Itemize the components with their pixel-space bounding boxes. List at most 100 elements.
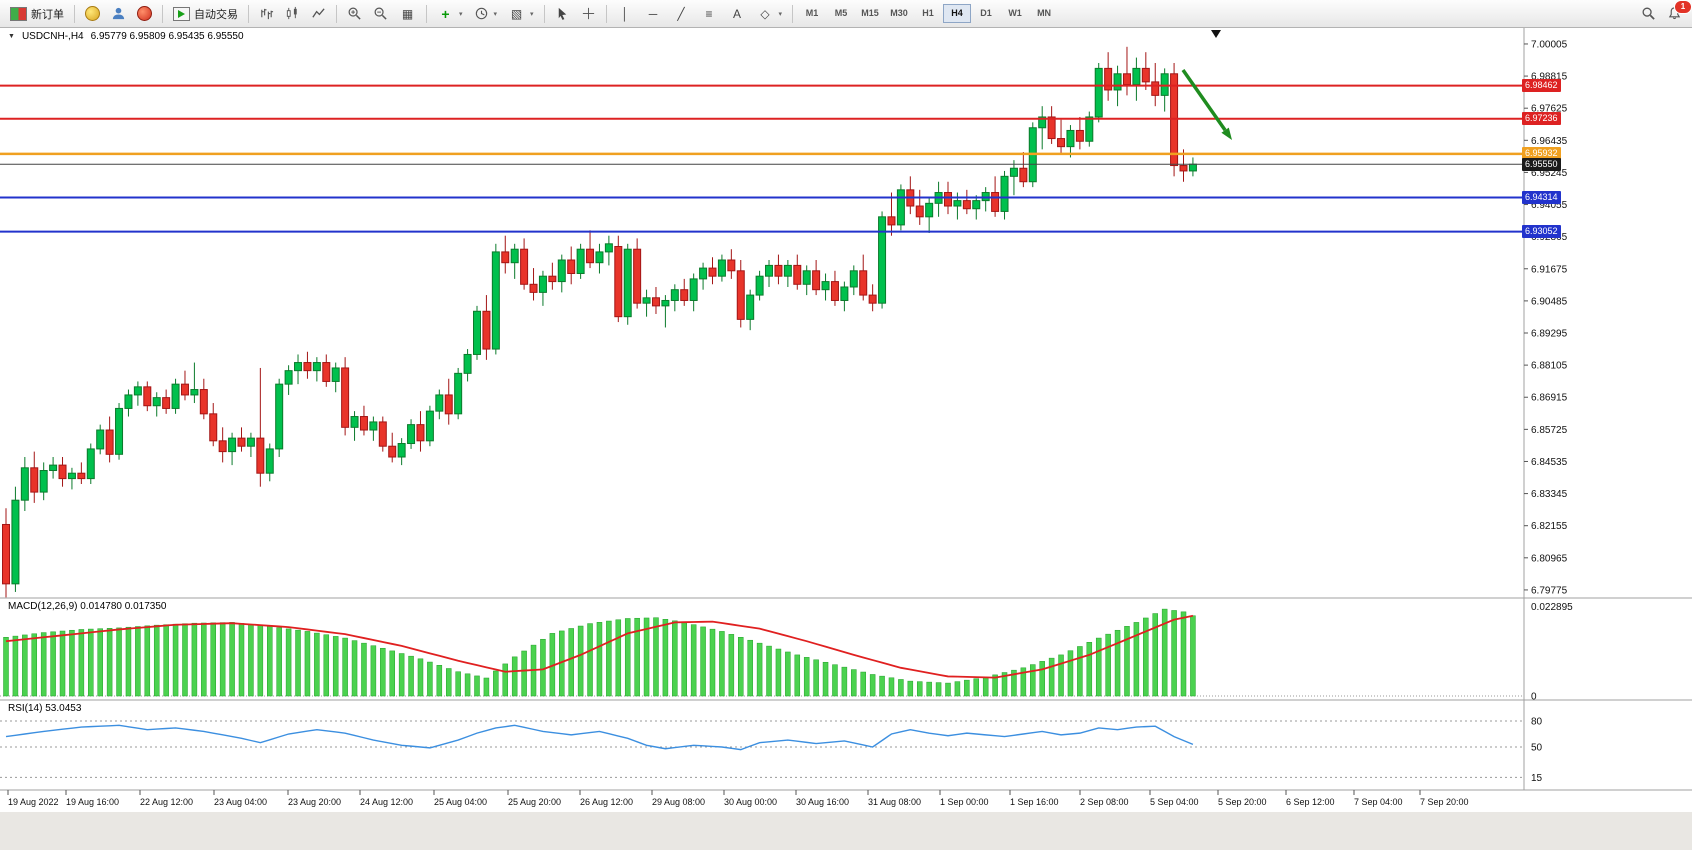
timeframe-m1[interactable]: M1 bbox=[805, 8, 819, 18]
toolbar-separator bbox=[74, 4, 75, 23]
search-icon bbox=[1642, 7, 1655, 20]
svg-text:6.94055: 6.94055 bbox=[1531, 200, 1568, 211]
toolbar-separator bbox=[162, 4, 163, 23]
horizontal-line-button[interactable]: ─ bbox=[640, 2, 667, 26]
cursor-button[interactable] bbox=[550, 2, 575, 26]
svg-text:6.90485: 6.90485 bbox=[1531, 296, 1568, 307]
rsi-axis-label: 50 bbox=[1531, 743, 1543, 754]
time-label: 5 Sep 20:00 bbox=[1218, 797, 1267, 807]
svg-text:6.79775: 6.79775 bbox=[1531, 585, 1568, 596]
chevron-down-icon: ▾ bbox=[778, 10, 783, 18]
svg-text:6.82155: 6.82155 bbox=[1531, 521, 1568, 532]
svg-text:6.84535: 6.84535 bbox=[1531, 457, 1568, 468]
time-axis: 19 Aug 2022 19 Aug 16:00 22 Aug 12:00 23 Au… bbox=[7, 790, 1469, 807]
shapes-button[interactable]: ◇ ▾ bbox=[752, 2, 788, 26]
deposit-button[interactable] bbox=[80, 2, 105, 26]
toolbar-separator bbox=[605, 4, 607, 23]
shapes-icon: ◇ bbox=[760, 6, 770, 21]
time-label: 25 Aug 20:00 bbox=[508, 797, 561, 807]
add-indicator-icon: + bbox=[441, 5, 450, 22]
svg-text:7.00005: 7.00005 bbox=[1531, 39, 1568, 50]
timeframe-mn[interactable]: MN bbox=[1037, 8, 1052, 18]
zoom-in-icon bbox=[348, 7, 361, 20]
fibonacci-button[interactable]: ≡ bbox=[696, 2, 723, 26]
price-tag: 6.94314 bbox=[1522, 191, 1561, 205]
time-label: 1 Sep 00:00 bbox=[940, 797, 989, 807]
tile-windows-button[interactable]: ▦ bbox=[394, 2, 421, 26]
timeframe-h4[interactable]: H4 bbox=[943, 4, 972, 23]
zoom-out-button[interactable] bbox=[368, 2, 393, 26]
user-icon bbox=[112, 7, 125, 20]
price-tag: 6.98462 bbox=[1522, 79, 1561, 93]
time-label: 25 Aug 04:00 bbox=[434, 797, 487, 807]
timeframe-d1[interactable]: D1 bbox=[980, 8, 992, 18]
coins-icon bbox=[85, 6, 100, 21]
time-label: 7 Sep 20:00 bbox=[1420, 797, 1469, 807]
vertical-line-icon: │ bbox=[621, 6, 629, 21]
collapse-icon[interactable]: ▼ bbox=[8, 33, 15, 40]
time-label: 7 Sep 04:00 bbox=[1354, 797, 1403, 807]
price-axis: 6.79775 6.80965 6.82155 6.83345 6.84535 6.857… bbox=[1524, 39, 1568, 596]
auto-trading-label: 自动交易 bbox=[194, 8, 238, 21]
template-icon: ▧ bbox=[510, 6, 523, 21]
chevron-down-icon: ▾ bbox=[493, 10, 498, 18]
toolbar-separator bbox=[792, 4, 794, 23]
rsi-indicator-label: RSI(14) 53.0453 bbox=[8, 703, 82, 714]
svg-text:6.98815: 6.98815 bbox=[1531, 72, 1568, 83]
toolbar-separator bbox=[248, 4, 249, 23]
time-label: 6 Sep 12:00 bbox=[1286, 797, 1335, 807]
macd-axis-max: 0.022895 bbox=[1531, 602, 1573, 613]
time-label: 31 Aug 08:00 bbox=[868, 797, 921, 807]
zoom-out-icon bbox=[374, 7, 387, 20]
time-label: 19 Aug 2022 bbox=[8, 797, 59, 807]
candlestick-chart-button[interactable] bbox=[280, 2, 305, 26]
symbol-info: ▼ USDCNH-,H4 6.95779 6.95809 6.95435 6.9… bbox=[8, 31, 244, 42]
trend-arrow-head bbox=[1221, 127, 1232, 140]
rsi-axis-label: 80 bbox=[1531, 717, 1543, 728]
timeframe-m30[interactable]: M30 bbox=[890, 8, 908, 18]
fibonacci-icon: ≡ bbox=[705, 6, 713, 21]
svg-text:6.83345: 6.83345 bbox=[1531, 489, 1568, 500]
macd-histogram bbox=[0, 608, 1524, 697]
trend-arrow[interactable] bbox=[1181, 68, 1227, 132]
search-button[interactable] bbox=[1636, 2, 1661, 26]
indicators-button[interactable]: + ▾ bbox=[432, 2, 468, 26]
svg-text:6.88105: 6.88105 bbox=[1531, 361, 1568, 372]
profile-button[interactable] bbox=[106, 2, 131, 26]
toolbar-separator bbox=[336, 4, 337, 23]
bar-chart-button[interactable] bbox=[254, 2, 279, 26]
quote-ohlc-label: 6.95779 6.95809 6.95435 6.95550 bbox=[90, 31, 244, 42]
timeframe-h1[interactable]: H1 bbox=[922, 8, 934, 18]
crosshair-button[interactable] bbox=[576, 2, 601, 26]
new-order-button[interactable]: 新订单 bbox=[5, 2, 69, 26]
text-tool-button[interactable]: A bbox=[724, 2, 751, 26]
periods-button[interactable]: ▾ bbox=[469, 2, 503, 26]
chevron-down-icon: ▾ bbox=[459, 10, 463, 18]
toolbar: 新订单 自动交易 ▦ + ▾ bbox=[0, 0, 1692, 28]
rsi-line bbox=[5, 724, 1194, 751]
timeframe-m15[interactable]: M15 bbox=[861, 8, 879, 18]
zoom-in-button[interactable] bbox=[342, 2, 367, 26]
new-order-label: 新订单 bbox=[31, 8, 64, 21]
vertical-line-button[interactable]: │ bbox=[612, 2, 639, 26]
timeframe-w1[interactable]: W1 bbox=[1008, 8, 1022, 18]
timeframe-m5[interactable]: M5 bbox=[834, 8, 848, 18]
templates-button[interactable]: ▧ ▾ bbox=[503, 2, 539, 26]
price-tag: 6.93052 bbox=[1522, 225, 1561, 239]
svg-text:6.86915: 6.86915 bbox=[1531, 393, 1568, 404]
candlestick-icon bbox=[286, 6, 297, 20]
price-tag: 6.97236 bbox=[1522, 112, 1561, 126]
time-label: 23 Aug 04:00 bbox=[214, 797, 267, 807]
notification-badge: 1 bbox=[1674, 0, 1692, 14]
price-tag: 6.95550 bbox=[1522, 157, 1561, 171]
notifications-button[interactable]: 1 bbox=[1662, 0, 1692, 26]
rsi-axis-label: 15 bbox=[1531, 773, 1543, 784]
symbol-period-label: USDCNH-,H4 bbox=[21, 31, 84, 42]
time-label: 30 Aug 00:00 bbox=[724, 797, 777, 807]
line-chart-button[interactable] bbox=[306, 2, 331, 26]
auto-trading-icon bbox=[173, 6, 190, 21]
auto-trading-button[interactable]: 自动交易 bbox=[168, 2, 243, 26]
community-button[interactable] bbox=[132, 2, 157, 26]
trendline-button[interactable]: ╱ bbox=[668, 2, 695, 26]
